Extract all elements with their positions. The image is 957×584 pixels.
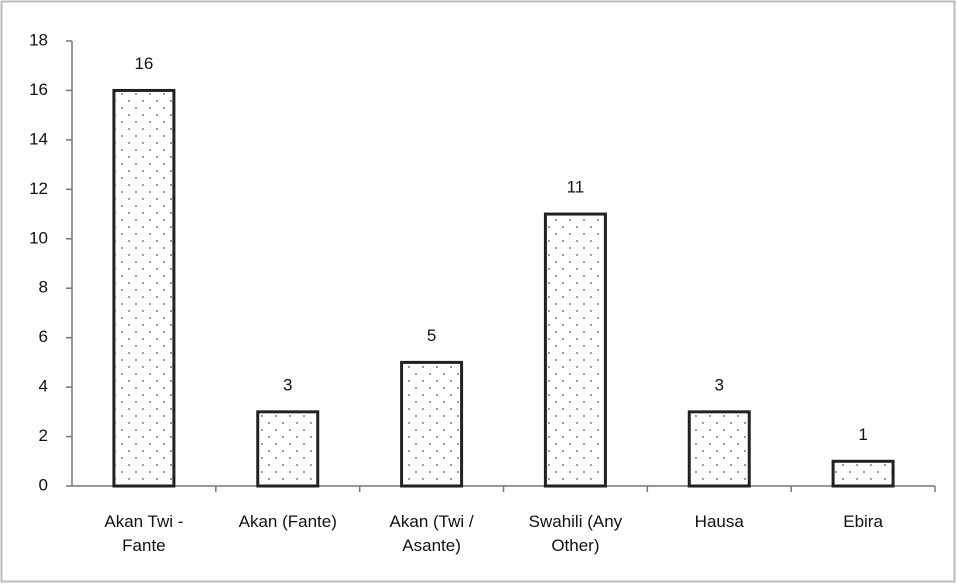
bar bbox=[543, 212, 607, 488]
bar bbox=[112, 88, 176, 488]
bar bbox=[400, 360, 464, 488]
x-tick-label: Akan (Fante) bbox=[238, 512, 337, 531]
bar bbox=[256, 410, 320, 488]
data-label: 5 bbox=[427, 326, 436, 345]
y-tick-label: 16 bbox=[29, 80, 48, 99]
bar bbox=[831, 459, 895, 488]
y-tick-label: 18 bbox=[29, 30, 48, 49]
x-tick-label: Swahili (Any Other) bbox=[528, 512, 623, 555]
x-tick-label: Ebira bbox=[843, 512, 883, 531]
data-label: 3 bbox=[715, 375, 724, 394]
bar bbox=[687, 410, 751, 488]
y-tick-label: 2 bbox=[39, 426, 48, 445]
y-tick-label: 10 bbox=[29, 228, 48, 247]
y-tick-label: 0 bbox=[39, 475, 48, 494]
data-label: 1 bbox=[858, 425, 867, 444]
data-label: 16 bbox=[134, 54, 153, 73]
y-tick-label: 12 bbox=[29, 179, 48, 198]
y-tick-label: 14 bbox=[29, 129, 48, 148]
y-tick-label: 4 bbox=[39, 377, 48, 396]
data-label: 11 bbox=[567, 178, 585, 197]
x-tick-label: Hausa bbox=[694, 512, 744, 531]
y-tick-label: 8 bbox=[39, 278, 48, 297]
y-tick-label: 6 bbox=[39, 327, 48, 346]
x-tick-label: Akan Twi - Fante bbox=[104, 512, 184, 555]
x-tick-label: Akan (Twi / Asante) bbox=[389, 512, 474, 555]
data-label: 3 bbox=[283, 375, 292, 394]
